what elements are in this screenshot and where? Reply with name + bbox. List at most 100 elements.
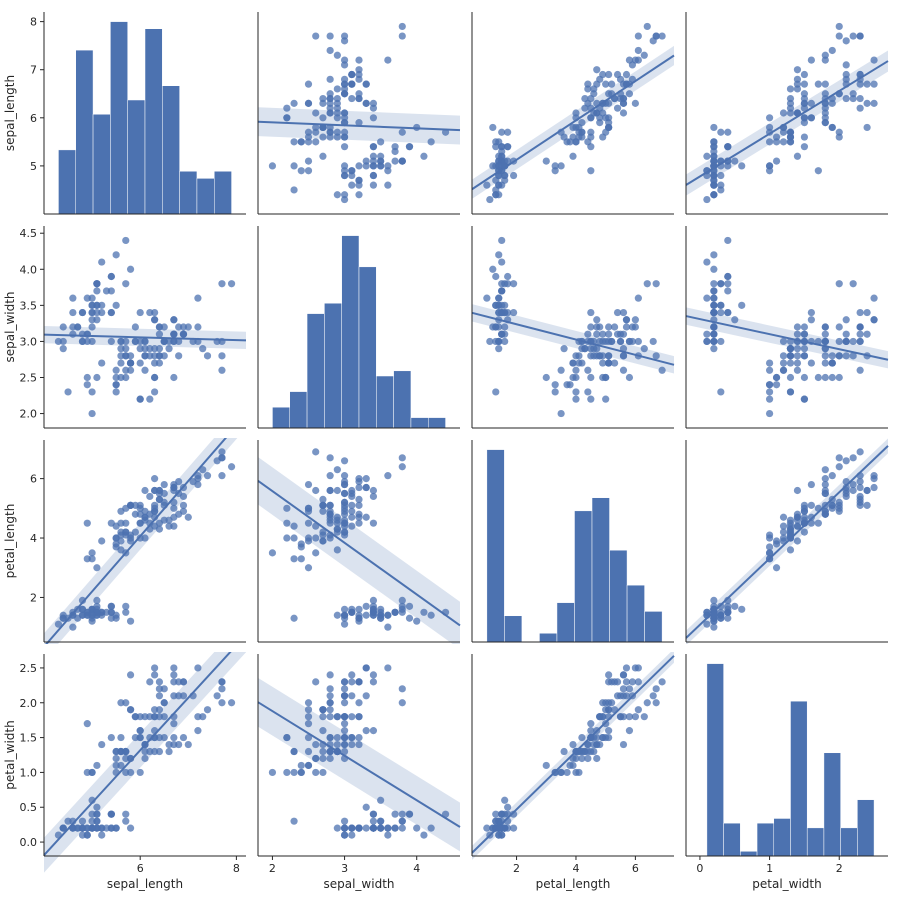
scatter-point <box>808 502 815 509</box>
scatter-point <box>305 564 312 571</box>
ytick-label: 4.5 <box>20 227 38 240</box>
scatter-point <box>319 748 326 755</box>
scatter-point <box>363 692 370 699</box>
scatter-point <box>170 734 177 741</box>
scatter-point <box>653 699 660 706</box>
histogram-bar <box>740 851 757 856</box>
scatter-point <box>504 273 511 280</box>
scatter-point <box>710 266 717 273</box>
histogram-bar <box>807 828 824 856</box>
scatter-point <box>218 699 225 706</box>
scatter-point <box>801 338 808 345</box>
scatter-point <box>787 345 794 352</box>
histogram-bar <box>290 392 307 428</box>
scatter-point <box>194 481 201 488</box>
scatter-point <box>170 374 177 381</box>
scatter-point <box>492 388 499 395</box>
scatter-point <box>170 499 177 506</box>
regression-line <box>258 702 460 827</box>
scatter-point <box>780 138 787 145</box>
scatter-point <box>801 502 808 509</box>
scatter-point <box>327 32 334 39</box>
scatter-point <box>635 47 642 54</box>
scatter-point <box>399 685 406 692</box>
histogram-bar <box>627 585 645 642</box>
scatter-point <box>510 280 517 287</box>
panel-sepal_width-vs-petal_width <box>684 224 890 430</box>
scatter-point <box>710 182 717 189</box>
scatter-point <box>312 109 319 116</box>
scatter-point <box>180 331 187 338</box>
histogram-bar <box>610 550 628 642</box>
scatter-point <box>127 352 134 359</box>
scatter-point <box>836 374 843 381</box>
scatter-point <box>60 323 67 330</box>
scatter-point <box>724 129 731 136</box>
scatter-point <box>341 832 348 839</box>
scatter-point <box>501 797 508 804</box>
scatter-point <box>498 331 505 338</box>
scatter-point <box>724 237 731 244</box>
scatter-point <box>122 237 129 244</box>
panel-sepal_width-vs-sepal_width <box>256 224 462 430</box>
scatter-point <box>305 481 312 488</box>
scatter-point <box>850 95 857 102</box>
scatter-point <box>596 338 603 345</box>
scatter-point <box>710 597 717 604</box>
scatter-point <box>370 520 377 527</box>
scatter-point <box>348 182 355 189</box>
scatter-point <box>88 323 95 330</box>
scatter-point <box>283 105 290 112</box>
scatter-point <box>93 374 100 381</box>
scatter-point <box>864 502 871 509</box>
scatter-point <box>572 367 579 374</box>
scatter-point <box>596 352 603 359</box>
scatter-point <box>327 133 334 140</box>
scatter-point <box>822 374 829 381</box>
scatter-point <box>801 114 808 121</box>
scatter-point <box>312 487 319 494</box>
scatter-point <box>623 81 630 88</box>
scatter-point <box>584 388 591 395</box>
scatter-point <box>836 133 843 140</box>
scatter-point <box>808 338 815 345</box>
scatter-point <box>864 331 871 338</box>
scatter-point <box>194 323 201 330</box>
scatter-point <box>703 153 710 160</box>
scatter-point <box>620 345 627 352</box>
scatter-point <box>629 323 636 330</box>
scatter-point <box>635 338 642 345</box>
scatter-point <box>710 345 717 352</box>
scatter-point <box>864 81 871 88</box>
scatter-point <box>141 534 148 541</box>
scatter-point <box>218 454 225 461</box>
scatter-point <box>218 338 225 345</box>
scatter-point <box>214 692 221 699</box>
scatter-point <box>103 825 110 832</box>
scatter-point <box>766 162 773 169</box>
scatter-point <box>334 466 341 473</box>
scatter-point <box>146 493 153 500</box>
scatter-point <box>269 162 276 169</box>
scatter-point <box>93 762 100 769</box>
scatter-point <box>341 685 348 692</box>
scatter-point <box>319 755 326 762</box>
scatter-point <box>108 338 115 345</box>
scatter-point <box>122 811 129 818</box>
scatter-point <box>492 273 499 280</box>
scatter-point <box>822 81 829 88</box>
scatter-point <box>731 316 738 323</box>
scatter-point <box>355 76 362 83</box>
scatter-point <box>146 309 153 316</box>
scatter-point <box>780 109 787 116</box>
scatter-point <box>801 323 808 330</box>
pairplot-grid: 5678sepal_length2.02.53.03.54.04.5sepal_… <box>0 0 900 900</box>
scatter-point <box>334 129 341 136</box>
scatter-point <box>399 129 406 136</box>
scatter-point <box>305 81 312 88</box>
scatter-point <box>305 534 312 541</box>
scatter-point <box>710 338 717 345</box>
scatter-point <box>199 466 206 473</box>
ytick-label: 1.0 <box>20 766 38 779</box>
scatter-point <box>151 316 158 323</box>
